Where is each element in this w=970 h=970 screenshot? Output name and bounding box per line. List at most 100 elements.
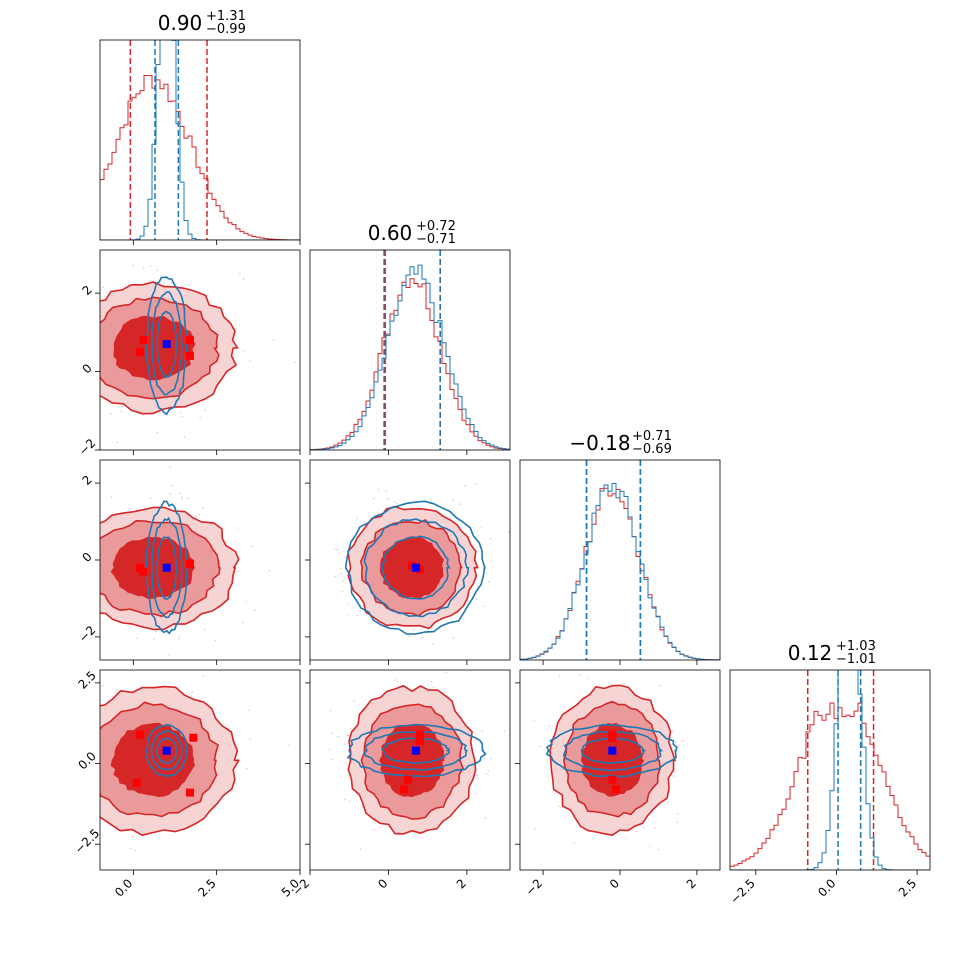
red-marker [404,775,413,784]
red-marker [186,788,194,797]
scatter-point [102,286,104,288]
scatter-point [170,282,172,284]
blue-contour [145,723,189,778]
scatter-point [142,266,145,269]
blue-contour [155,536,178,600]
scatter-point [683,739,685,742]
scatter-point [350,727,352,729]
x-tick-label: 2.5 [195,876,218,899]
scatter-point [249,738,251,740]
scatter-point [85,337,86,338]
red-marker [139,567,148,576]
scatter-point [674,741,677,744]
scatter-point [624,837,627,840]
scatter-point [476,774,478,777]
scatter-point [130,847,132,850]
scatter-point [268,570,271,572]
scatter-point [331,759,333,761]
scatter-point [60,588,61,589]
scatter-point [421,636,423,639]
scatter-point [89,532,90,533]
scatter-point [419,648,420,649]
red-marker [189,733,198,742]
scatter-point [377,488,380,491]
scatter-point [120,410,123,413]
scatter-point [97,339,98,340]
scatter-point [379,827,381,829]
scatter-point [75,326,76,327]
scatter-point [178,637,180,640]
scatter-point [121,405,123,407]
scatter-point [330,732,333,735]
y-tick-label: −2 [76,623,98,645]
scatter-point [672,730,674,732]
scatter-point [483,605,486,608]
scatter-point [293,361,296,364]
scatter-point [93,584,94,585]
scatter-point [348,615,350,617]
scatter-point [131,835,134,837]
scatter-point [71,618,72,619]
scatter-point [483,759,485,761]
axes-frame [729,669,931,871]
scatter-point [558,805,560,807]
scatter-point [328,748,331,751]
scatter-point [459,503,461,505]
y-tick-label: 2 [80,473,95,488]
scatter-point [163,414,165,416]
scatter-point [168,654,170,656]
scatter-point [178,635,181,637]
scatter-point [490,757,492,760]
scatter-point [128,280,131,282]
scatter-point [28,409,29,410]
panel-1-0 [28,249,302,451]
scatter-point [353,700,356,702]
scatter-point [246,768,248,770]
scatter-point [64,726,65,727]
scatter-point [156,269,159,271]
scatter-point [288,744,290,746]
blue-contour [156,310,178,379]
scatter-point [233,357,235,359]
x-tick-label: 0.0 [112,876,135,899]
blue-contour [145,500,189,635]
scatter-point [464,485,466,487]
scatter-point [343,743,345,746]
scatter-point [214,639,217,642]
scatter-point [393,501,395,503]
scatter-point [66,563,67,564]
scatter-point [487,770,489,772]
scatter-point [79,373,80,374]
scatter-point [244,351,246,353]
x-tick-label: 0 [375,876,390,891]
scatter-point [329,710,332,712]
scatter-point [408,635,410,638]
scatter-point [452,499,455,502]
scatter-point [195,515,197,517]
scatter-point [234,319,237,321]
scatter-point [475,483,477,485]
y-tick-label: 0 [80,361,95,376]
scatter-point [272,339,275,341]
histogram-step [520,482,720,660]
red-contour [580,722,645,797]
red-marker [608,733,617,742]
scatter-point [169,466,171,468]
scatter-point [344,798,346,801]
scatter-point [95,396,96,397]
scatter-point [202,675,205,677]
scatter-point [475,598,477,600]
scatter-point [68,715,69,716]
scatter-point [559,675,561,677]
red-marker [132,778,141,787]
scatter-point [71,604,72,605]
scatter-point [341,590,343,593]
scatter-point [301,384,302,385]
scatter-point [84,750,85,751]
scatter-point [533,720,536,722]
scatter-point [86,733,87,734]
diag-panel-3: 0.12 +1.03−1.01 [729,639,931,871]
scatter-point [373,497,375,500]
y-tick-label: −2 [76,436,98,458]
scatter-point [340,573,343,575]
